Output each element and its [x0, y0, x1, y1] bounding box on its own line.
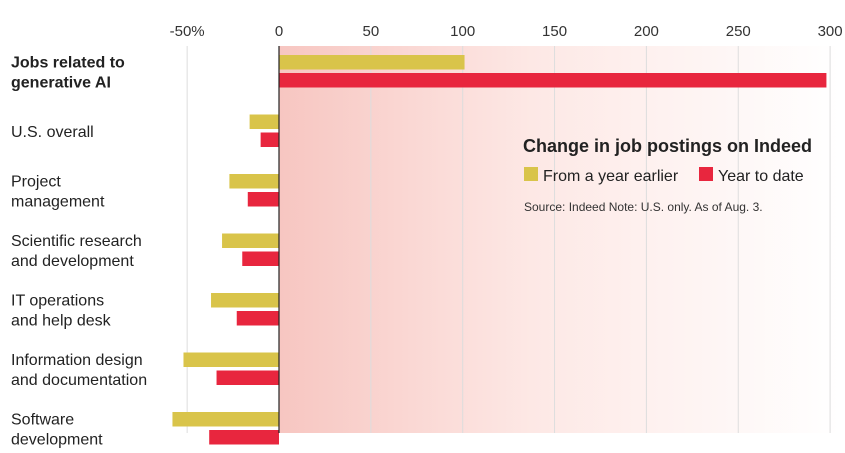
bar-year-to-date [236, 311, 279, 326]
category-label: Software development [11, 411, 103, 448]
category-label-line: management [11, 193, 105, 210]
category-label-line: and development [11, 253, 134, 270]
category-label-line: Information design [11, 352, 143, 369]
legend-label-year-earlier: From a year earlier [543, 168, 679, 185]
highlight-background [279, 46, 841, 433]
legend-title: Change in job postings on Indeed [523, 136, 812, 156]
category-label-line: Jobs related to [11, 54, 125, 71]
category-label-line: and documentation [11, 372, 147, 389]
source-note: Source: Indeed Note: U.S. only. As of Au… [524, 200, 763, 214]
bar-year-to-date [247, 192, 279, 207]
bar-year-to-date [209, 430, 279, 445]
category-label: IT operations and help desk [11, 292, 112, 329]
category-label-line: Scientific research [11, 233, 142, 250]
bar-year-earlier [249, 114, 279, 129]
x-tick-label: 50 [363, 23, 380, 40]
bar-year-earlier [211, 293, 279, 308]
category-label-line: Project [11, 173, 61, 190]
category-label: Scientific research and development [11, 233, 142, 270]
bar-year-to-date [216, 370, 279, 385]
bar-year-earlier [183, 352, 279, 367]
legend-swatch-year-earlier [524, 167, 538, 181]
category-label: U.S. overall [11, 124, 94, 141]
bar-year-to-date [242, 251, 279, 266]
category-label-line: IT operations [11, 292, 104, 309]
bar-year-to-date [260, 132, 279, 147]
category-label: Project management [11, 173, 105, 210]
bar-year-to-date [279, 73, 827, 88]
bar-year-earlier [279, 55, 465, 70]
x-tick-label: 0 [275, 23, 283, 40]
bar-year-earlier [172, 412, 279, 427]
x-tick-label: 200 [634, 23, 659, 40]
legend-label-year-to-date: Year to date [718, 168, 804, 185]
x-tick-label: 150 [542, 23, 567, 40]
category-label-line: and help desk [11, 312, 112, 329]
x-tick-label: 250 [726, 23, 751, 40]
category-label-line: Software [11, 411, 74, 428]
bar-year-earlier [222, 233, 279, 248]
x-tick-label: 300 [818, 23, 843, 40]
x-tick-label: 100 [450, 23, 475, 40]
category-label-line: generative AI [11, 74, 111, 91]
bar-year-earlier [229, 174, 279, 189]
category-label-line: U.S. overall [11, 124, 94, 141]
category-label: Information design and documentation [11, 352, 147, 389]
category-label: Jobs related to generative AI [11, 54, 125, 91]
x-tick-label: -50% [170, 23, 205, 40]
legend-swatch-year-to-date [699, 167, 713, 181]
category-label-line: development [11, 431, 103, 448]
